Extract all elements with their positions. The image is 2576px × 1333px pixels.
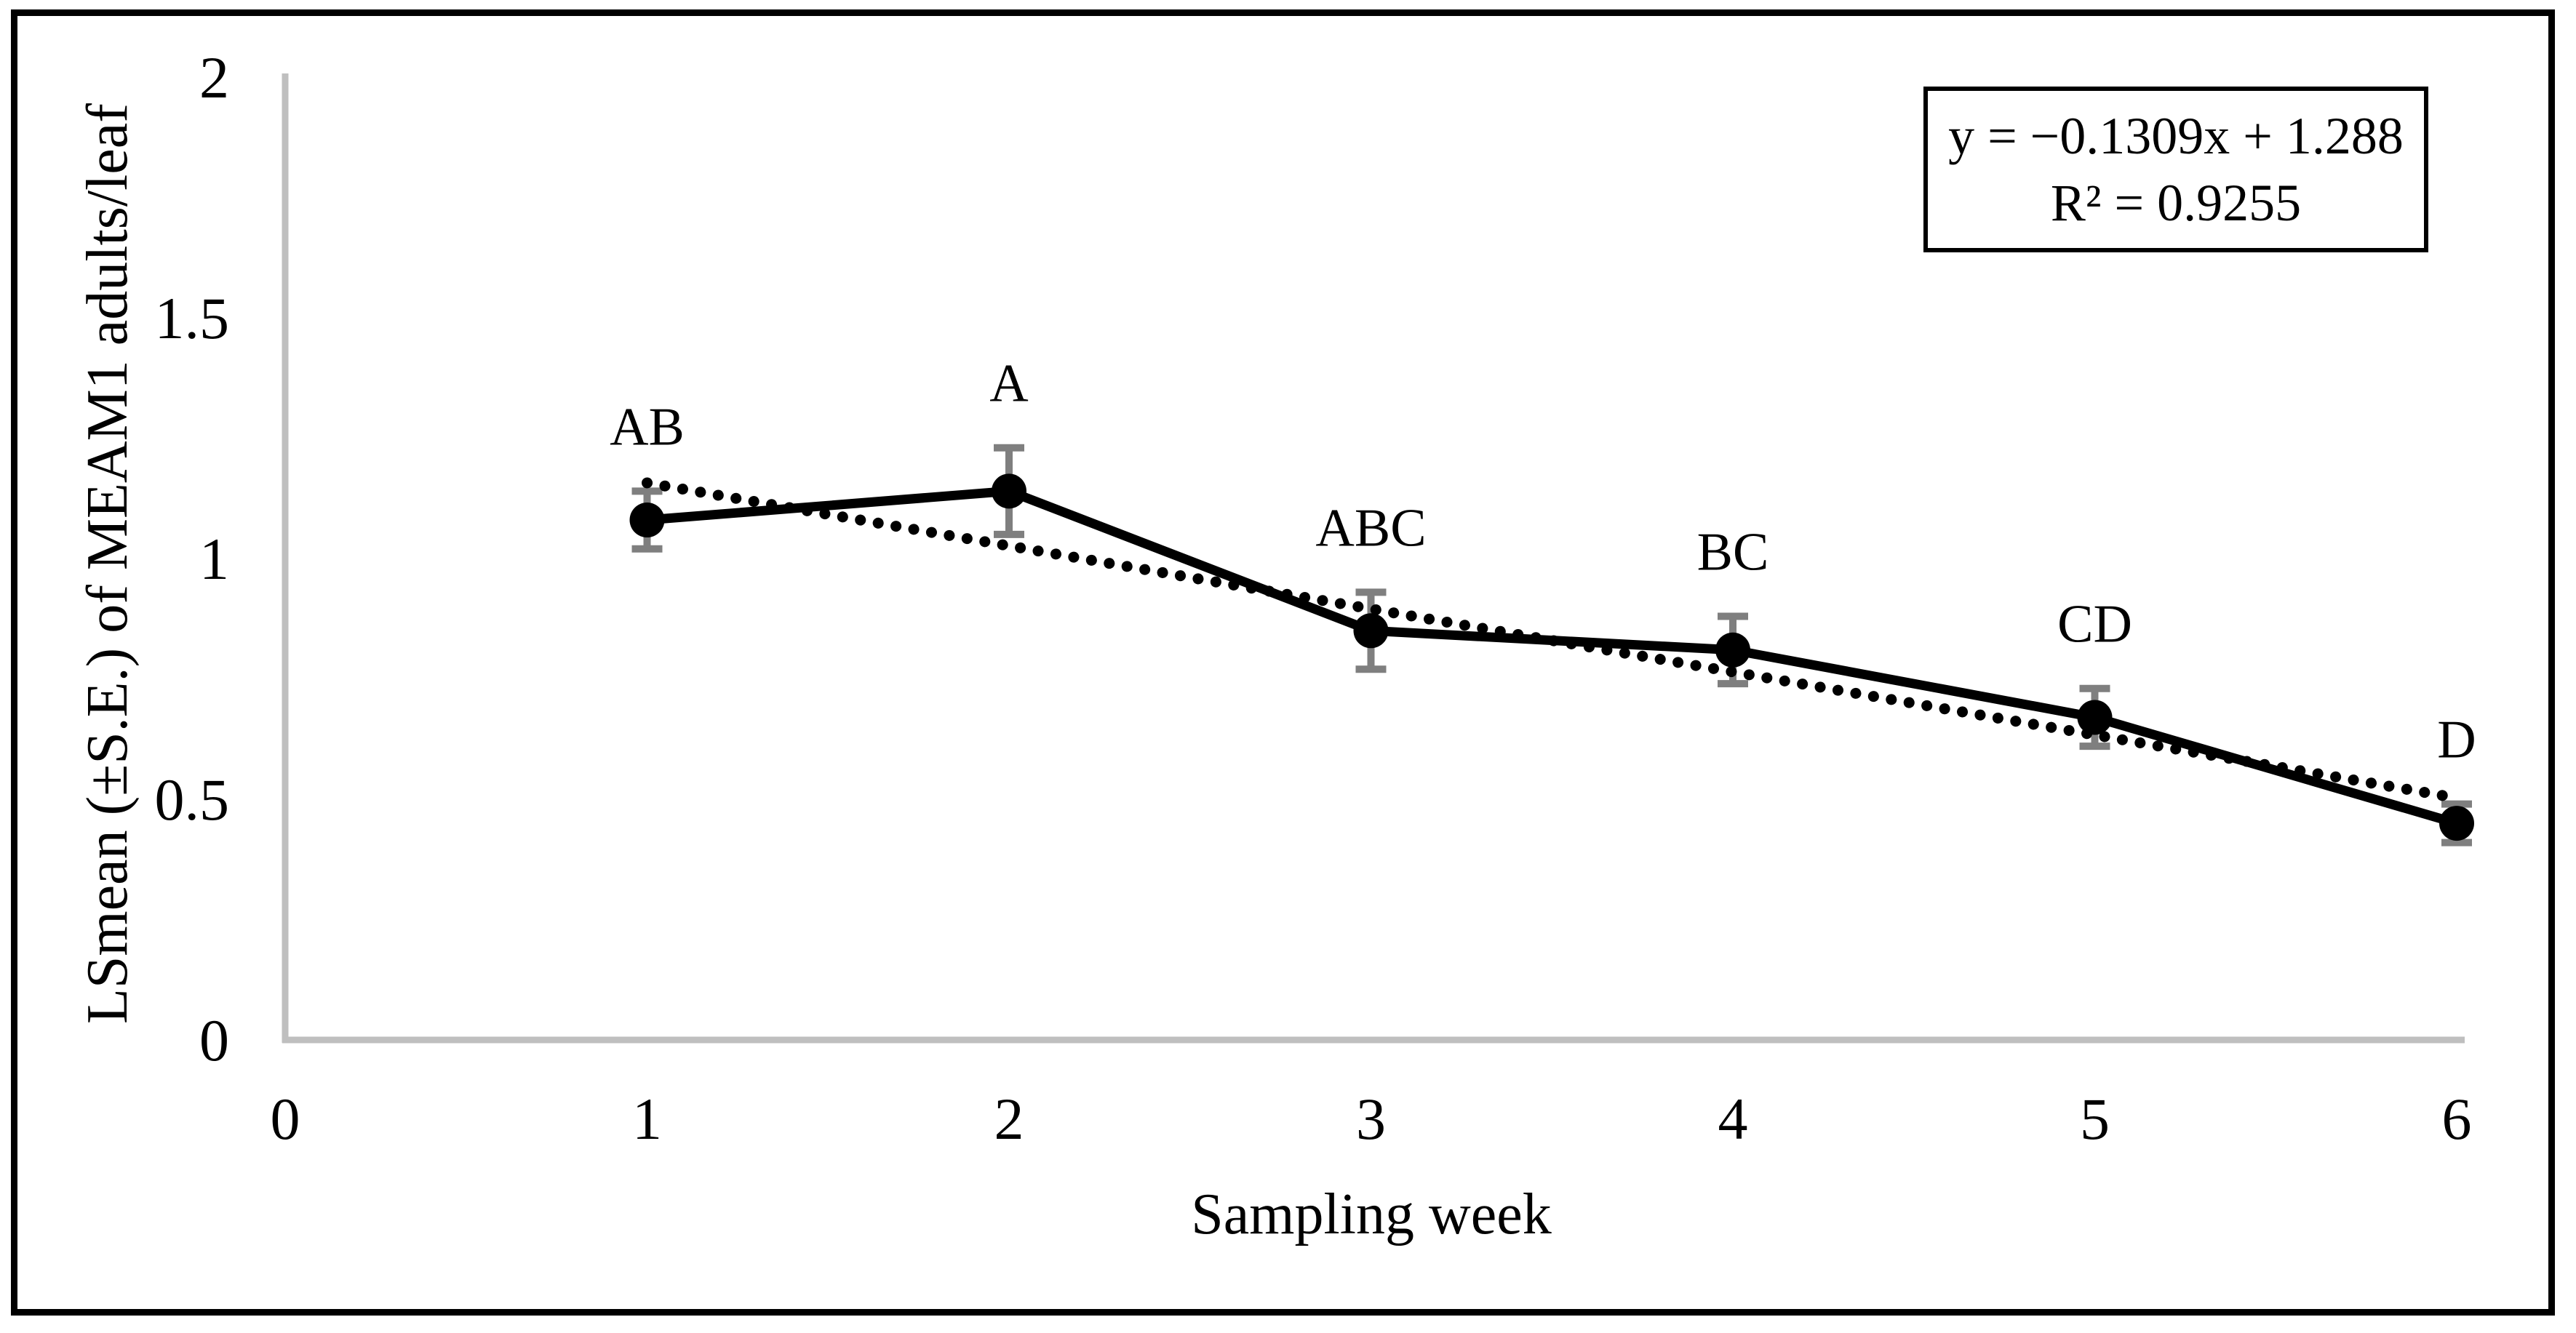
x-axis-title: Sampling week bbox=[1191, 1182, 1552, 1246]
x-tick-label: 6 bbox=[2442, 1086, 2472, 1152]
significance-label: CD bbox=[2057, 595, 2132, 655]
y-tick-label: 2 bbox=[199, 44, 229, 111]
significance-label: A bbox=[989, 354, 1028, 414]
x-tick-label: 0 bbox=[271, 1086, 300, 1152]
axis-lines bbox=[282, 73, 2465, 1044]
data-point-marker bbox=[1353, 613, 1389, 649]
y-tick-label: 1 bbox=[199, 526, 229, 592]
significance-label: AB bbox=[610, 397, 685, 457]
significance-label: D bbox=[2437, 710, 2476, 770]
y-tick-label: 1.5 bbox=[155, 285, 230, 351]
y-axis-tick-labels: 0 0.5 1 1.5 2 bbox=[155, 44, 230, 1073]
y-tick-label: 0 bbox=[199, 1007, 229, 1073]
data-point-marker bbox=[629, 503, 665, 538]
x-tick-label: 5 bbox=[2080, 1086, 2110, 1152]
series-line bbox=[646, 486, 2458, 828]
y-axis-title: LSmean (±S.E.) of MEAM1 adults/leaf bbox=[76, 103, 140, 1024]
data-point-marker bbox=[992, 473, 1026, 509]
x-tick-label: 3 bbox=[1356, 1086, 1386, 1152]
trendline-r-squared: R² = 0.9255 bbox=[2050, 174, 2302, 232]
x-tick-label: 1 bbox=[632, 1086, 662, 1152]
x-axis-tick-labels: 0 1 2 3 4 5 6 bbox=[271, 1086, 2472, 1152]
trendline-equation-box: y = −0.1309x + 1.288 R² = 0.9255 bbox=[1923, 87, 2428, 252]
significance-label: BC bbox=[1697, 522, 1769, 582]
data-point-markers bbox=[629, 473, 2474, 841]
trendline bbox=[642, 477, 2463, 804]
data-point-marker bbox=[1715, 632, 1750, 668]
trendline-equation: y = −0.1309x + 1.288 bbox=[1948, 106, 2404, 165]
data-point-marker bbox=[2439, 806, 2474, 841]
figure-border bbox=[11, 9, 2555, 1316]
y-tick-label: 0.5 bbox=[155, 766, 230, 833]
x-tick-label: 4 bbox=[1718, 1086, 1748, 1152]
x-tick-label: 2 bbox=[994, 1086, 1024, 1152]
significance-labels: AB A ABC BC CD D bbox=[610, 354, 2476, 770]
significance-label: ABC bbox=[1315, 498, 1426, 558]
data-point-marker bbox=[2077, 700, 2113, 735]
